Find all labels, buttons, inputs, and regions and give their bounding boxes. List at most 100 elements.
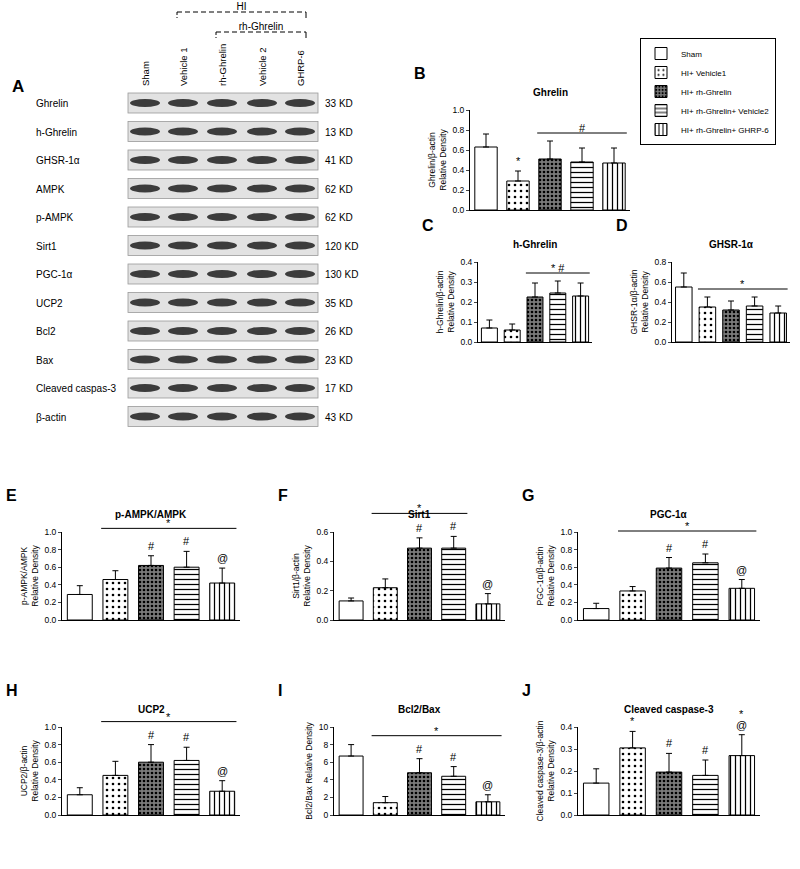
svg-text:8: 8 bbox=[324, 740, 329, 750]
svg-text:0.1: 0.1 bbox=[560, 788, 572, 798]
svg-text:0.4: 0.4 bbox=[452, 165, 464, 175]
svg-text:rh-Ghrelin: rh-Ghrelin bbox=[239, 21, 283, 32]
svg-text:0.8: 0.8 bbox=[654, 257, 666, 267]
svg-text:#: # bbox=[579, 122, 586, 134]
svg-text:GHSR-1α: GHSR-1α bbox=[709, 239, 754, 250]
svg-text:@: @ bbox=[736, 719, 747, 731]
svg-text:GHRP-6: GHRP-6 bbox=[295, 50, 306, 86]
svg-text:*: * bbox=[685, 520, 690, 532]
svg-text:0.3: 0.3 bbox=[460, 277, 472, 287]
svg-text:0.6: 0.6 bbox=[44, 562, 56, 572]
svg-text:62 KD: 62 KD bbox=[325, 212, 353, 223]
svg-text:Vehicle 2: Vehicle 2 bbox=[257, 47, 268, 86]
svg-text:0.8: 0.8 bbox=[44, 740, 56, 750]
svg-text:0.8: 0.8 bbox=[560, 545, 572, 555]
svg-text:0.8: 0.8 bbox=[452, 125, 464, 135]
svg-text:#: # bbox=[148, 729, 155, 741]
svg-text:0.6: 0.6 bbox=[452, 145, 464, 155]
svg-text:0.0: 0.0 bbox=[44, 615, 56, 625]
svg-text:Cleaved caspase-3: Cleaved caspase-3 bbox=[624, 704, 714, 715]
svg-text:0.0: 0.0 bbox=[452, 205, 464, 215]
svg-text:0.0: 0.0 bbox=[460, 337, 472, 347]
svg-text:10: 10 bbox=[319, 722, 329, 732]
svg-text:UCP2: UCP2 bbox=[138, 704, 165, 715]
svg-text:UCP2/β-actinRelative Density: UCP2/β-actinRelative Density bbox=[19, 740, 40, 802]
svg-text:E: E bbox=[6, 487, 17, 504]
svg-text:Bcl2: Bcl2 bbox=[36, 326, 56, 337]
svg-text:*: * bbox=[166, 711, 171, 723]
svg-text:0.2: 0.2 bbox=[460, 297, 472, 307]
svg-text:6: 6 bbox=[324, 757, 329, 767]
svg-text:#: # bbox=[702, 538, 709, 550]
svg-text:rh-Ghrelin: rh-Ghrelin bbox=[217, 44, 228, 86]
svg-text:0.2: 0.2 bbox=[560, 766, 572, 776]
svg-text:Sirt1/β-actinRelative Density: Sirt1/β-actinRelative Density bbox=[291, 545, 312, 607]
svg-text:0.6: 0.6 bbox=[44, 757, 56, 767]
svg-text:F: F bbox=[278, 487, 288, 504]
svg-text:Cleaved caspase-3/β-actinRelat: Cleaved caspase-3/β-actinRelative Densit… bbox=[535, 720, 556, 821]
svg-text:13 KD: 13 KD bbox=[325, 127, 353, 138]
svg-text:17 KD: 17 KD bbox=[325, 383, 353, 394]
svg-text:GHSR-1α: GHSR-1α bbox=[36, 155, 80, 166]
svg-text:#: # bbox=[666, 737, 673, 749]
svg-text:h-Ghrelin: h-Ghrelin bbox=[36, 127, 77, 138]
svg-text:0.2: 0.2 bbox=[560, 597, 572, 607]
svg-text:62 KD: 62 KD bbox=[325, 184, 353, 195]
svg-text:0.6: 0.6 bbox=[654, 277, 666, 287]
svg-text:4: 4 bbox=[324, 775, 329, 785]
svg-text:p-AMPK/AMPKRelative Density: p-AMPK/AMPKRelative Density bbox=[19, 545, 40, 607]
svg-text:1.0: 1.0 bbox=[44, 527, 56, 537]
svg-text:HI: HI bbox=[237, 1, 247, 12]
svg-text:HI+ rh-Ghrelin: HI+ rh-Ghrelin bbox=[681, 88, 731, 97]
svg-text:HI+ Vehicle1: HI+ Vehicle1 bbox=[681, 69, 727, 78]
svg-text:33 KD: 33 KD bbox=[325, 98, 353, 109]
svg-text:#: # bbox=[183, 731, 190, 743]
svg-text:0.0: 0.0 bbox=[316, 615, 328, 625]
svg-text:UCP2: UCP2 bbox=[36, 298, 63, 309]
svg-text:0.2: 0.2 bbox=[452, 185, 464, 195]
svg-text:#: # bbox=[416, 743, 423, 755]
svg-text:#: # bbox=[702, 744, 709, 756]
svg-text:2: 2 bbox=[324, 792, 329, 802]
svg-text:G: G bbox=[522, 487, 534, 504]
svg-text:GHSR-1α/β-actinRelative Densit: GHSR-1α/β-actinRelative Density bbox=[629, 269, 650, 334]
svg-text:0: 0 bbox=[324, 810, 329, 820]
svg-text:J: J bbox=[522, 682, 531, 699]
svg-text:Ghrelin: Ghrelin bbox=[36, 98, 68, 109]
svg-text:0.0: 0.0 bbox=[560, 615, 572, 625]
svg-text:*: * bbox=[166, 517, 171, 529]
svg-text:0.4: 0.4 bbox=[44, 580, 56, 590]
svg-text:0.1: 0.1 bbox=[460, 317, 472, 327]
svg-text:1.0: 1.0 bbox=[560, 527, 572, 537]
svg-text:β-actin: β-actin bbox=[36, 412, 66, 423]
svg-text:B: B bbox=[414, 65, 426, 82]
svg-text:#: # bbox=[183, 535, 190, 547]
svg-text:#: # bbox=[416, 522, 423, 534]
svg-text:C: C bbox=[422, 217, 434, 234]
svg-text:#: # bbox=[450, 751, 457, 763]
svg-text:@: @ bbox=[736, 564, 747, 576]
svg-text:PGC-1α: PGC-1α bbox=[650, 509, 688, 520]
svg-text:*: * bbox=[516, 155, 521, 167]
svg-text:0.2: 0.2 bbox=[654, 317, 666, 327]
svg-text:35 KD: 35 KD bbox=[325, 298, 353, 309]
svg-text:0.0: 0.0 bbox=[560, 810, 572, 820]
svg-text:H: H bbox=[6, 682, 18, 699]
svg-text:Ghrelin/β-actinRelative Densit: Ghrelin/β-actinRelative Density bbox=[427, 129, 448, 191]
svg-text:0.6: 0.6 bbox=[316, 527, 328, 537]
svg-text:Bcl2/Bax: Bcl2/Bax bbox=[398, 704, 441, 715]
svg-text:26 KD: 26 KD bbox=[325, 326, 353, 337]
svg-text:PGC-1α/β-actinRelative Density: PGC-1α/β-actinRelative Density bbox=[535, 545, 556, 607]
svg-text:23 KD: 23 KD bbox=[325, 355, 353, 366]
svg-text:1.0: 1.0 bbox=[452, 105, 464, 115]
svg-text:0.4: 0.4 bbox=[560, 722, 572, 732]
svg-text:0.2: 0.2 bbox=[44, 597, 56, 607]
svg-text:#: # bbox=[666, 542, 673, 554]
svg-text:@: @ bbox=[217, 765, 228, 777]
svg-text:0.6: 0.6 bbox=[560, 562, 572, 572]
svg-text:D: D bbox=[616, 217, 628, 234]
svg-text:h-Ghrelin/β-actinRelative Dens: h-Ghrelin/β-actinRelative Density bbox=[435, 270, 456, 333]
svg-text:130 KD: 130 KD bbox=[325, 269, 358, 280]
svg-text:HI+ rh-Ghrelin+ Vehicle2: HI+ rh-Ghrelin+ Vehicle2 bbox=[681, 107, 769, 116]
svg-text:Vehicle 1: Vehicle 1 bbox=[178, 47, 189, 86]
